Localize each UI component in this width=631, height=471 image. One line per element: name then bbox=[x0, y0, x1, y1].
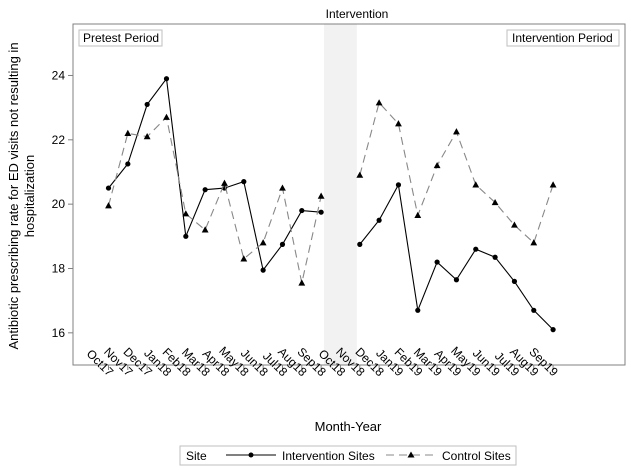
control-sites-point bbox=[356, 171, 364, 178]
plot-frame bbox=[72, 23, 626, 366]
intervention-period-label: Intervention Period bbox=[512, 31, 613, 45]
control-sites-point bbox=[143, 132, 151, 140]
y-axis-label-line-1: Antibiotic prescribing rate for ED visit… bbox=[6, 42, 21, 349]
y-tick-label: 24 bbox=[52, 68, 66, 82]
intervention-sites-point bbox=[531, 307, 537, 313]
control-sites-point bbox=[259, 239, 267, 246]
control-sites-point bbox=[124, 129, 132, 136]
legend-label-intervention: Intervention Sites bbox=[282, 449, 375, 463]
control-sites-point bbox=[279, 184, 286, 191]
intervention-sites-point bbox=[395, 182, 402, 188]
control-sites-point bbox=[163, 113, 170, 120]
intervention-sites-point bbox=[299, 207, 305, 214]
y-axis-label-line-2: hospitalization bbox=[22, 155, 37, 237]
intervention-sites-point bbox=[241, 179, 247, 185]
intervention-sites-point bbox=[434, 259, 440, 265]
control-sites-point bbox=[298, 279, 306, 286]
control-sites-point bbox=[317, 192, 325, 199]
control-sites-point bbox=[472, 181, 480, 188]
control-sites-point bbox=[549, 181, 557, 188]
control-sites-point bbox=[511, 221, 518, 228]
intervention-sites-point bbox=[415, 307, 421, 313]
intervention-sites-point bbox=[492, 254, 498, 260]
pretest-period-box: Pretest Period bbox=[78, 29, 163, 47]
intervention-sites-point bbox=[125, 161, 131, 167]
intervention-band bbox=[324, 24, 357, 365]
intervention-sites-point bbox=[144, 101, 150, 108]
legend-frame bbox=[179, 445, 517, 466]
control-sites-point bbox=[414, 211, 422, 219]
intervention-sites-point bbox=[376, 217, 382, 223]
intervention-sites-line bbox=[108, 77, 322, 272]
intervention-sites-point bbox=[550, 327, 556, 333]
intervention-sites-point bbox=[473, 246, 479, 252]
control-sites-point bbox=[375, 99, 383, 106]
intervention-sites-point bbox=[318, 209, 324, 215]
control-sites-point bbox=[530, 239, 538, 246]
chart-title: Intervention bbox=[326, 7, 389, 21]
y-tick-label: 18 bbox=[52, 261, 66, 275]
control-sites-point bbox=[240, 255, 248, 262]
control-sites-point bbox=[182, 210, 190, 217]
intervention-sites-point bbox=[105, 185, 112, 191]
legend-marker-control bbox=[407, 451, 415, 458]
control-sites-point bbox=[491, 198, 499, 206]
control-sites-point bbox=[433, 161, 441, 169]
intervention-sites-point bbox=[453, 277, 460, 283]
pretest-period-label: Pretest Period bbox=[83, 31, 159, 45]
y-tick-label: 16 bbox=[52, 326, 66, 340]
intervention-sites-point bbox=[511, 278, 518, 284]
intervention-sites-point bbox=[279, 241, 286, 247]
intervention-period-frame bbox=[506, 29, 620, 47]
intervention-sites-point bbox=[163, 76, 170, 82]
intervention-sites-point bbox=[260, 267, 266, 273]
pretest-period-frame bbox=[78, 29, 163, 47]
intervention-sites-point bbox=[357, 241, 363, 247]
control-sites-point bbox=[453, 128, 460, 135]
legend-marker-intervention bbox=[248, 452, 254, 458]
control-sites-point bbox=[201, 226, 209, 233]
legend: Site Intervention Sites Control Sites bbox=[179, 445, 517, 466]
control-sites-point bbox=[105, 202, 112, 209]
legend-label-control: Control Sites bbox=[442, 449, 511, 463]
control-sites-point bbox=[395, 120, 402, 127]
intervention-sites-point bbox=[183, 233, 189, 239]
y-axis-label: Antibiotic prescribing rate for ED visit… bbox=[6, 42, 37, 349]
control-sites-point bbox=[221, 179, 228, 186]
legend-title: Site bbox=[186, 449, 207, 463]
intervention-period-box: Intervention Period bbox=[506, 29, 620, 47]
y-tick-label: 22 bbox=[52, 133, 66, 147]
intervention-sites-point bbox=[202, 187, 208, 193]
control-sites-line bbox=[107, 116, 322, 284]
x-axis-label: Month-Year bbox=[315, 419, 382, 434]
y-tick-label: 20 bbox=[52, 197, 66, 211]
